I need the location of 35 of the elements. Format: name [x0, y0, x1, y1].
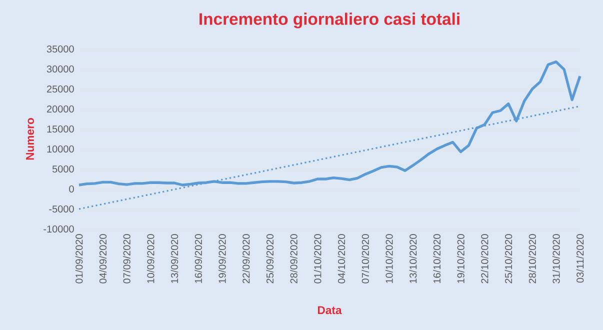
y-tick-label: 10000 — [47, 145, 74, 153]
y-tick-label: -5000 — [49, 205, 74, 213]
y-axis-title: Numero — [26, 118, 34, 160]
x-tick-label: 25/09/2020 — [266, 234, 274, 284]
x-tick-label: 04/09/2020 — [99, 234, 107, 284]
x-tick-label: 01/10/2020 — [314, 234, 322, 284]
x-axis-title: Data — [318, 306, 342, 314]
y-tick-label: -10000 — [44, 225, 74, 233]
x-tick-label: 25/10/2020 — [504, 234, 512, 284]
x-tick-label: 13/09/2020 — [170, 234, 178, 284]
x-tick-label: 22/09/2020 — [242, 234, 250, 284]
chart-title: Incremento giornaliero casi totali — [200, 12, 460, 28]
x-tick-label: 16/10/2020 — [433, 234, 441, 284]
y-tick-label: 0 — [69, 185, 74, 193]
y-tick-label: 25000 — [46, 85, 74, 93]
x-tick-label: 13/10/2020 — [409, 234, 417, 284]
x-tick-label: 16/09/2020 — [194, 234, 202, 284]
x-tick-label: 07/10/2020 — [362, 234, 369, 284]
x-tick-label: 19/09/2020 — [218, 234, 226, 284]
x-tick-label: 31/10/2020 — [552, 234, 560, 284]
x-tick-label: 19/10/2020 — [457, 234, 464, 284]
x-tick-label: 04/10/2020 — [338, 234, 346, 284]
x-tick-label: 28/10/2020 — [528, 234, 536, 284]
y-tick-label: 35000 — [46, 45, 74, 53]
x-tick-label: 10/09/2020 — [146, 234, 154, 284]
x-tick-label: 10/10/2020 — [385, 234, 393, 284]
y-tick-label: 30000 — [46, 65, 74, 73]
x-tick-label: 01/09/2020 — [75, 234, 83, 284]
y-tick-label: 15000 — [47, 125, 74, 133]
x-tick-label: 07/09/2020 — [123, 234, 130, 284]
y-tick-label: 5000 — [52, 165, 74, 173]
y-tick-label: 20000 — [46, 105, 74, 113]
x-tick-label: 03/11/2020 — [576, 234, 584, 283]
x-tick-label: 22/10/2020 — [480, 234, 488, 284]
x-tick-label: 28/09/2020 — [290, 234, 298, 284]
